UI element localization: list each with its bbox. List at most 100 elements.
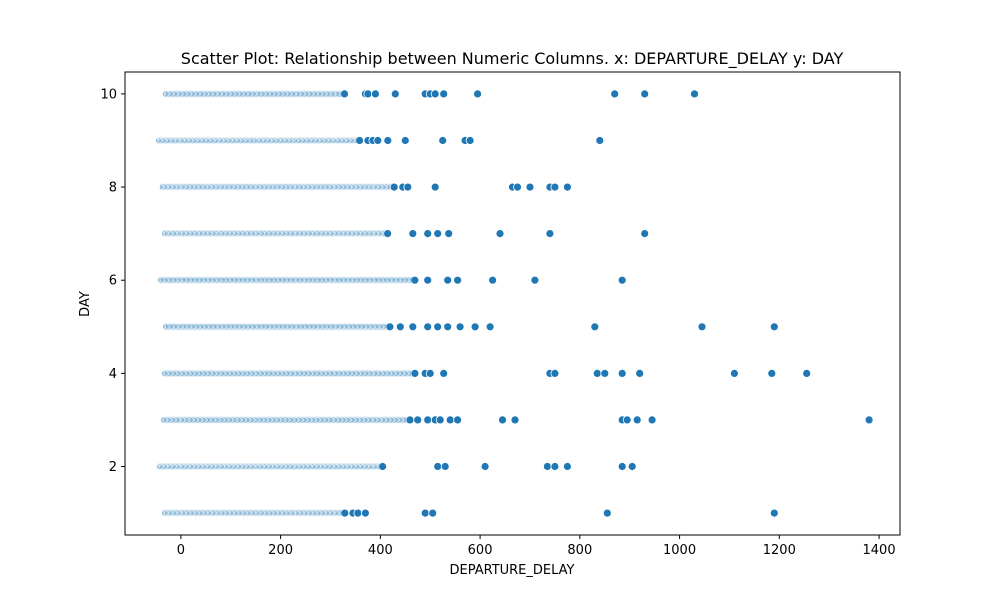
data-point [802,368,812,378]
data-point [430,89,440,99]
data-point [563,182,572,192]
data-point [440,462,450,471]
data-point [610,89,620,99]
data-point [444,229,454,239]
x-tick-label: 800 [567,543,592,558]
data-point [543,462,552,471]
data-point [383,229,393,239]
data-point [485,322,495,332]
data-point [408,322,418,332]
x-tick-label: 600 [468,543,493,558]
data-point [550,462,560,471]
data-point [590,322,600,332]
data-point [405,415,415,425]
data-point [600,368,610,378]
data-point [390,89,400,99]
data-point [622,415,632,425]
y-tick-label: 2 [109,460,117,475]
data-point [632,415,642,425]
data-point [465,136,475,145]
x-tick-label: 400 [368,543,393,558]
data-point [513,182,522,192]
data-point [413,415,423,425]
data-point [595,136,605,145]
data-point [563,462,572,471]
data-point [443,322,453,332]
data-point [400,136,410,145]
data-point [389,182,399,192]
data-point [592,368,602,378]
data-point [410,368,420,378]
data-point [355,136,365,145]
data-point [495,229,505,239]
data-point [602,508,612,518]
data-point [498,415,507,425]
y-axis-ticks: 2 4 6 8 10 [100,87,125,475]
data-point [690,89,699,99]
data-point [730,368,739,378]
data-point [395,322,405,332]
y-axis-label: DAY [78,291,93,317]
y-tick-label: 4 [109,367,117,382]
data-point [640,229,650,239]
plot-area-frame [124,71,901,536]
data-point [433,462,443,471]
data-point [473,89,483,99]
chart-title: Scatter Plot: Relationship between Numer… [181,49,844,69]
data-point [433,229,443,239]
data-point [423,275,433,285]
data-point [370,89,380,99]
data-point [383,136,393,145]
data-point [410,275,420,285]
data-point [525,182,535,192]
data-point [647,415,657,425]
data-point [767,368,777,378]
y-tick-label: 6 [109,274,117,289]
data-point [545,229,555,239]
data-point [769,322,779,332]
x-tick-label: 1200 [763,543,796,558]
data-point [435,415,445,425]
data-point [640,89,650,99]
data-point [428,508,438,518]
data-point [617,462,627,471]
data-point [550,182,560,192]
x-tick-label: 1400 [863,543,896,558]
data-point [439,89,449,99]
data-point [360,508,370,518]
data-point [423,322,433,332]
data-point [530,275,540,285]
data-point [697,322,707,332]
data-point [769,508,779,518]
x-tick-label: 0 [177,543,185,558]
data-point [453,415,463,425]
data-point [340,508,350,518]
data-point [453,275,463,285]
data-point [480,462,490,471]
x-axis-label: DEPARTURE_DELAY [449,563,574,578]
data-point [635,368,645,378]
data-point [617,275,627,285]
data-point [385,322,395,332]
data-point [423,415,433,425]
data-point [550,368,560,378]
data-point [420,508,430,518]
x-tick-label: 1000 [663,543,696,558]
data-point [408,229,418,239]
data-point [617,368,627,378]
data-point [510,415,520,425]
x-tick-label: 200 [268,543,293,558]
data-point [423,229,433,239]
y-tick-label: 8 [109,181,117,196]
data-point [363,89,373,99]
data-points [155,89,874,518]
y-tick-label: 10 [100,87,117,102]
data-point [443,275,453,285]
data-point [378,462,388,471]
data-point [445,415,455,425]
x-axis-ticks: 0 200 400 600 800 1000 1200 1400 [177,535,896,558]
data-point [438,136,448,145]
data-point [470,322,480,332]
data-point [340,89,349,99]
